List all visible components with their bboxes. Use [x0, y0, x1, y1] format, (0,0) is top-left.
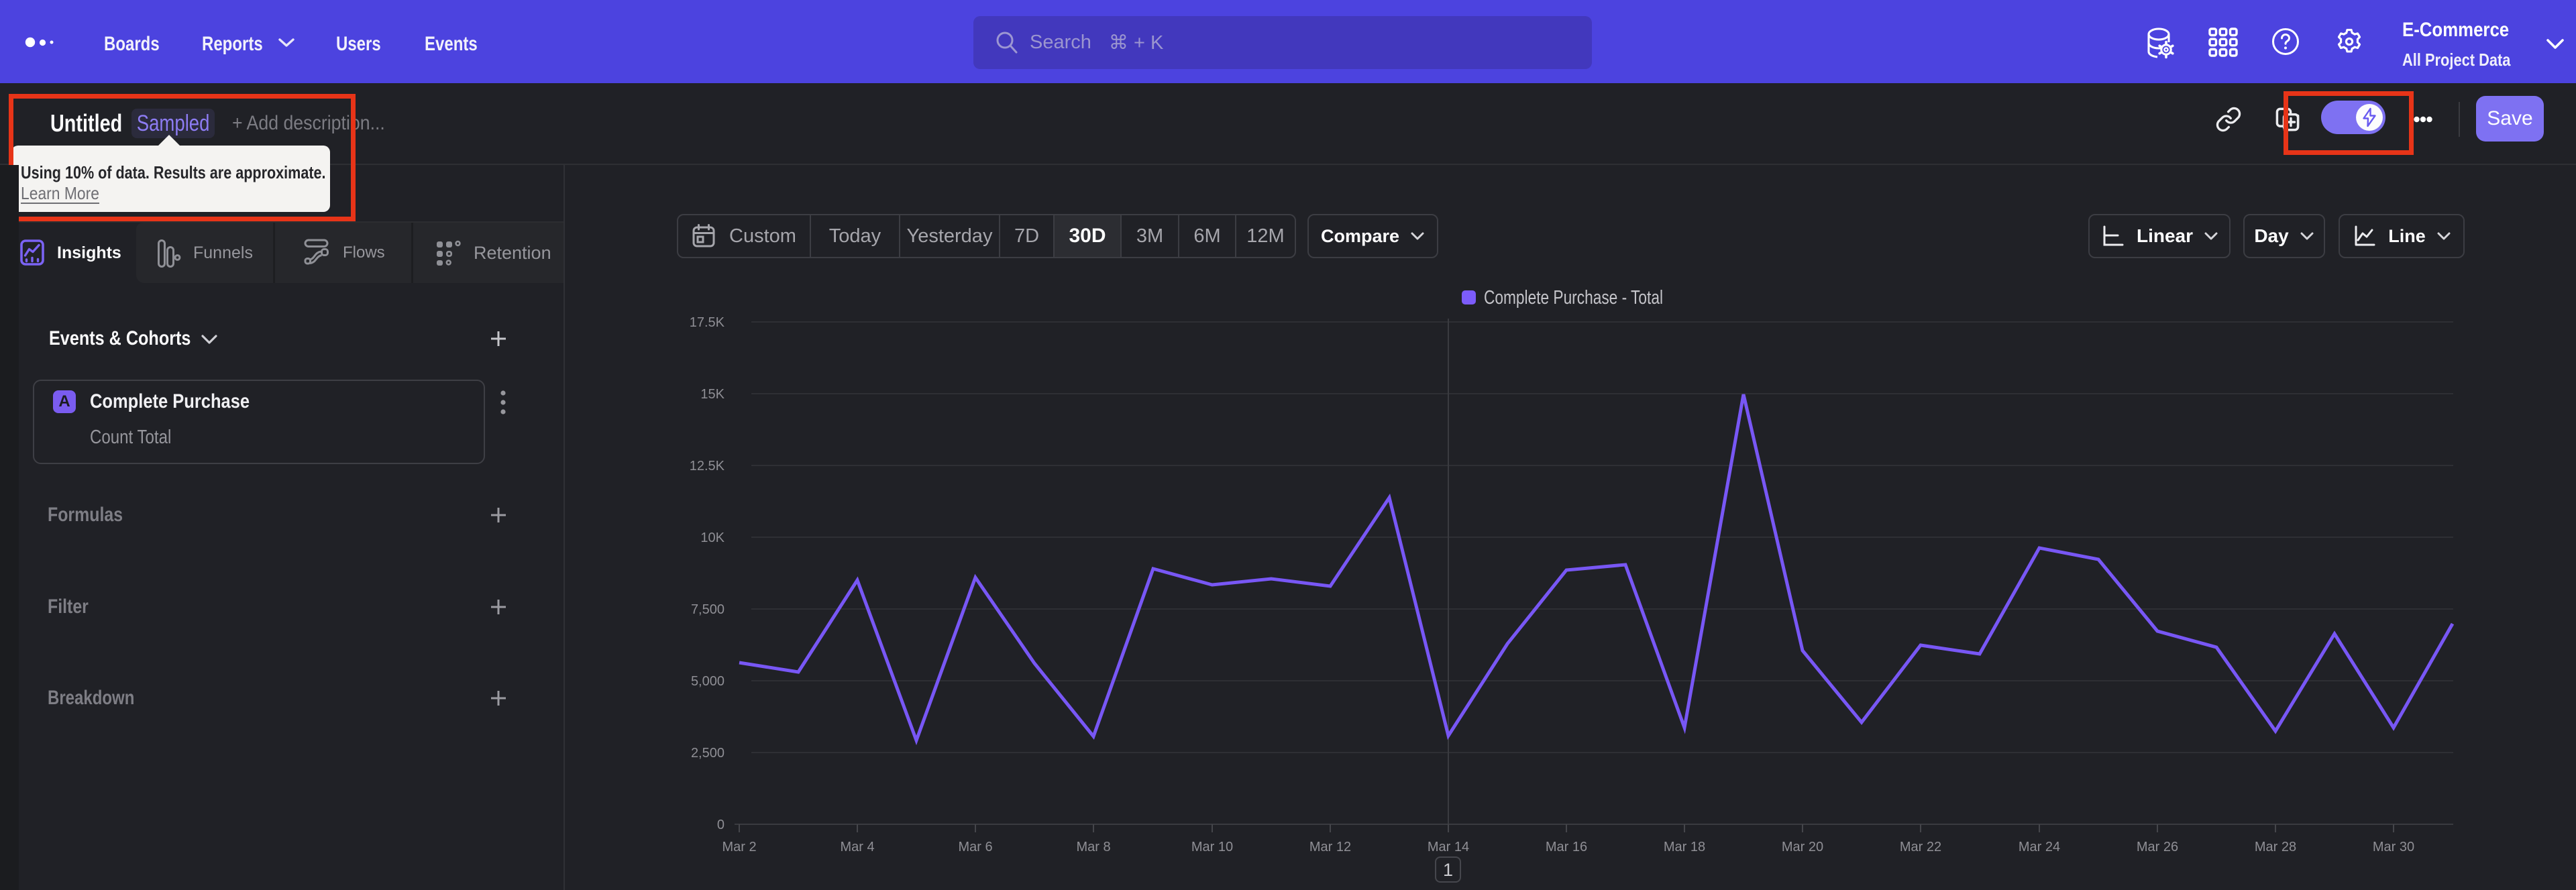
svg-text:1: 1 — [1443, 860, 1453, 880]
svg-text:Mar 12: Mar 12 — [1309, 840, 1351, 854]
svg-text:Complete Purchase - Total: Complete Purchase - Total — [1484, 287, 1663, 309]
svg-text:2,500: 2,500 — [691, 746, 724, 761]
svg-text:Mar 14: Mar 14 — [1428, 840, 1469, 854]
svg-text:Mar 4: Mar 4 — [840, 840, 874, 854]
svg-text:12.5K: 12.5K — [690, 459, 725, 474]
svg-text:Mar 10: Mar 10 — [1191, 840, 1233, 854]
svg-text:7,500: 7,500 — [691, 602, 724, 617]
svg-text:Mar 8: Mar 8 — [1076, 840, 1110, 854]
svg-text:Mar 18: Mar 18 — [1664, 840, 1705, 854]
svg-text:17.5K: 17.5K — [690, 315, 725, 330]
svg-text:Mar 2: Mar 2 — [722, 840, 756, 854]
svg-text:5,000: 5,000 — [691, 674, 724, 689]
svg-text:Mar 6: Mar 6 — [958, 840, 992, 854]
svg-text:Mar 22: Mar 22 — [1900, 840, 1941, 854]
svg-text:Mar 20: Mar 20 — [1782, 840, 1823, 854]
svg-text:10K: 10K — [700, 531, 724, 545]
svg-text:Mar 16: Mar 16 — [1546, 840, 1587, 854]
svg-text:Mar 30: Mar 30 — [2373, 840, 2414, 854]
svg-text:15K: 15K — [700, 387, 724, 402]
svg-text:0: 0 — [717, 818, 724, 832]
svg-text:Mar 26: Mar 26 — [2137, 840, 2178, 854]
svg-text:Mar 24: Mar 24 — [2019, 840, 2060, 854]
svg-text:Mar 28: Mar 28 — [2255, 840, 2296, 854]
